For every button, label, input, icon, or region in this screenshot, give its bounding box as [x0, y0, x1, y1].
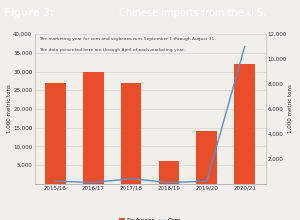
Legend: Soybeans, Corn: Soybeans, Corn: [117, 216, 183, 220]
Bar: [234, 64, 255, 184]
Bar: [158, 161, 179, 184]
Text: Figure 3:: Figure 3:: [4, 8, 53, 18]
Text: The data presented here are through April of each marketing year.: The data presented here are through Apri…: [39, 48, 185, 51]
Text: Chinese imports from the U.S.: Chinese imports from the U.S.: [116, 8, 266, 18]
Bar: [83, 72, 104, 184]
Text: The marketing year for corn and soybeans runs September 1 through August 31.: The marketing year for corn and soybeans…: [39, 37, 216, 41]
Bar: [196, 131, 217, 184]
Y-axis label: 1,000 metric tons: 1,000 metric tons: [7, 84, 12, 133]
Bar: [121, 83, 142, 184]
Y-axis label: 1,000 metric tons: 1,000 metric tons: [288, 84, 293, 133]
Bar: [45, 83, 66, 184]
